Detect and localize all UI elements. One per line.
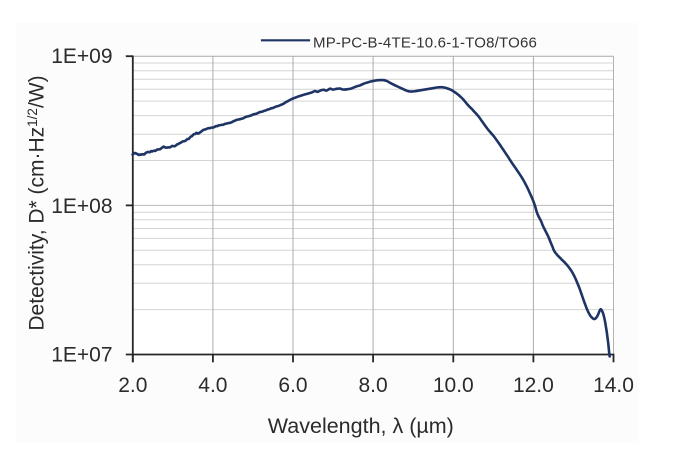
svg-text:4.0: 4.0 [198, 374, 227, 397]
svg-text:Detectivity, D* (cm·Hz1/2/W): Detectivity, D* (cm·Hz1/2/W) [25, 75, 48, 330]
svg-text:14.0: 14.0 [593, 374, 634, 397]
svg-text:8.0: 8.0 [358, 374, 387, 397]
svg-text:Wavelength, λ (µm): Wavelength, λ (µm) [268, 414, 454, 438]
svg-text:MP-PC-B-4TE-10.6-1-TO8/TO66: MP-PC-B-4TE-10.6-1-TO8/TO66 [313, 35, 537, 52]
svg-text:10.0: 10.0 [433, 374, 474, 397]
svg-text:2.0: 2.0 [118, 374, 147, 397]
svg-text:1E+08: 1E+08 [51, 195, 112, 218]
svg-text:1E+09: 1E+09 [51, 45, 112, 68]
svg-text:12.0: 12.0 [513, 374, 554, 397]
svg-text:6.0: 6.0 [278, 374, 307, 397]
svg-text:1E+07: 1E+07 [51, 344, 112, 367]
